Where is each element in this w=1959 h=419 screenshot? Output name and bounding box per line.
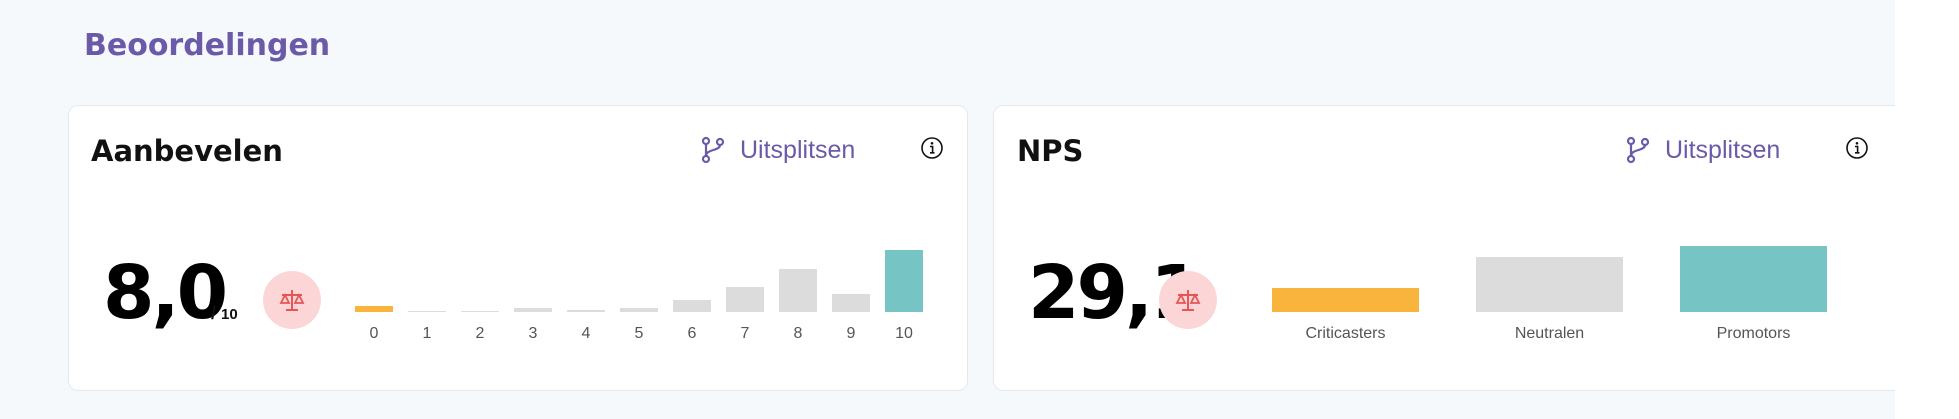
balance-scale-icon: [279, 290, 305, 311]
info-icon[interactable]: [1845, 136, 1869, 160]
viewport-edge: [1895, 0, 1959, 419]
comparison-badge[interactable]: [263, 271, 321, 329]
tick-label-10: 10: [895, 325, 913, 342]
bar-2: [461, 310, 499, 312]
split-button-label: Uitsplitsen: [740, 135, 856, 164]
bar-promotors: [1680, 246, 1827, 312]
bar-10: [885, 250, 923, 312]
bar-3: [514, 308, 552, 312]
bar-5: [620, 308, 658, 312]
bar-6: [673, 300, 711, 312]
split-button[interactable]: Uitsplitsen: [700, 132, 855, 168]
branch-icon: [701, 136, 725, 164]
tick-label-8: 8: [793, 325, 803, 342]
bar-4: [567, 309, 605, 312]
section-title: Beoordelingen: [84, 28, 331, 63]
split-button[interactable]: Uitsplitsen: [1625, 132, 1780, 168]
card-nps: NPS Uitsplitsen 29,1 Criticasters Neutral…: [993, 105, 1895, 391]
tick-label-7: 7: [740, 325, 750, 342]
distribution-chart: 0 1 2 3 4 5 6 7 8 9 10: [69, 106, 969, 392]
scale-max: 10: [221, 306, 238, 323]
info-icon[interactable]: [920, 136, 944, 160]
card-title: Aanbevelen: [91, 134, 283, 168]
tick-label-3: 3: [528, 325, 538, 342]
bar-1: [408, 310, 446, 312]
score-value: 8,0: [103, 250, 228, 336]
bar-neutralen: [1476, 257, 1623, 312]
scale-separator: /: [211, 303, 217, 323]
bar-8: [779, 269, 817, 312]
tick-label-6: 6: [687, 325, 697, 342]
comparison-badge[interactable]: [1159, 271, 1217, 329]
category-label-promotors: Promotors: [1716, 325, 1791, 342]
score-scale: / 10: [211, 303, 238, 324]
tick-label-4: 4: [581, 325, 591, 342]
tick-label-0: 0: [369, 325, 379, 342]
tick-label-2: 2: [475, 325, 485, 342]
category-label-criticasters: Criticasters: [1305, 325, 1386, 342]
tick-label-5: 5: [634, 325, 644, 342]
split-button-label: Uitsplitsen: [1665, 135, 1781, 164]
bar-0: [355, 306, 393, 312]
category-label-neutralen: Neutralen: [1514, 325, 1585, 342]
tick-label-9: 9: [846, 325, 856, 342]
balance-scale-icon: [1175, 290, 1201, 311]
tick-label-1: 1: [422, 325, 432, 342]
bar-criticasters: [1272, 288, 1419, 312]
branch-icon: [1626, 136, 1650, 164]
bar-7: [726, 286, 764, 312]
bar-9: [832, 294, 870, 312]
nps-chart: Criticasters Neutralen Promotors: [994, 106, 1896, 392]
card-aanbevelen: Aanbevelen Uitsplitsen 8,0 / 10 0 1 2 3 4 5 6 7…: [68, 105, 968, 391]
card-title: NPS: [1017, 134, 1084, 168]
